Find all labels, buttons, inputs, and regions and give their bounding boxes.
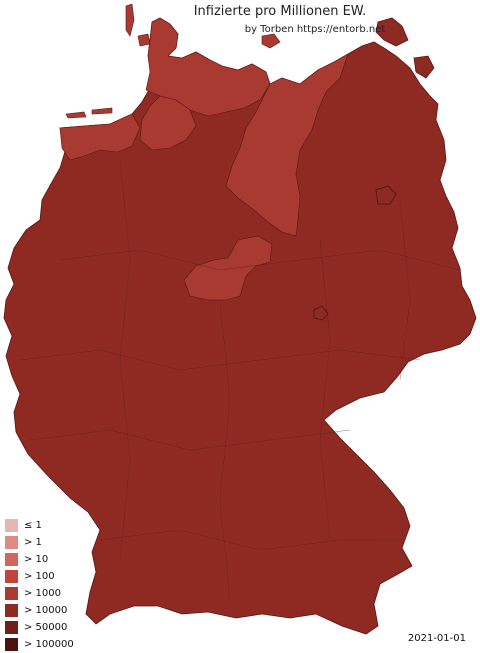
legend-item: > 50000	[5, 619, 74, 636]
island-sylt	[125, 3, 135, 37]
city-berlin	[375, 185, 397, 205]
region-hamburg-area	[139, 95, 197, 151]
legend-swatch	[5, 604, 18, 617]
legend-label: > 10000	[24, 605, 68, 616]
legend-label: > 50000	[24, 622, 68, 633]
legend-swatch	[5, 536, 18, 549]
legend-item: > 1000	[5, 585, 74, 602]
legend-swatch	[5, 587, 18, 600]
legend-label: > 1000	[24, 588, 62, 599]
legend-item: ≤ 1	[5, 517, 74, 534]
island-foehr	[137, 33, 151, 47]
legend-item: > 100	[5, 568, 74, 585]
city-leipzig	[313, 305, 329, 321]
legend-swatch	[5, 519, 18, 532]
region-mecklenburg	[225, 53, 349, 237]
legend-label: > 100000	[24, 639, 74, 650]
legend-swatch	[5, 553, 18, 566]
legend-item: > 1	[5, 534, 74, 551]
legend-label: > 100	[24, 571, 55, 582]
island-frisian-1	[65, 111, 87, 119]
map-legend: ≤ 1 > 1 > 10 > 100 > 1000 > 10000 > 5000…	[5, 517, 74, 653]
legend-swatch	[5, 638, 18, 651]
legend-swatch	[5, 621, 18, 634]
legend-label: ≤ 1	[24, 520, 42, 531]
island-ruegen	[375, 17, 409, 47]
map-date: 2021-01-01	[407, 633, 466, 644]
district-borders	[19, 159, 461, 601]
legend-label: > 1	[24, 537, 42, 548]
legend-label: > 10	[24, 554, 49, 565]
legend-item: > 10	[5, 551, 74, 568]
germany-outline	[3, 17, 477, 635]
map-title: Infizierte pro Millionen EW.	[193, 4, 367, 19]
region-lower-saxony-south	[183, 235, 273, 301]
legend-swatch	[5, 570, 18, 583]
island-usedom	[413, 55, 435, 79]
map-credit: by Torben https://entorb.net	[244, 24, 386, 35]
region-schleswig-holstein	[145, 17, 271, 117]
legend-item: > 100000	[5, 636, 74, 653]
region-lower-saxony-north	[59, 113, 141, 161]
island-fehmarn	[261, 33, 281, 49]
legend-item: > 10000	[5, 602, 74, 619]
island-frisian-2	[91, 107, 113, 115]
